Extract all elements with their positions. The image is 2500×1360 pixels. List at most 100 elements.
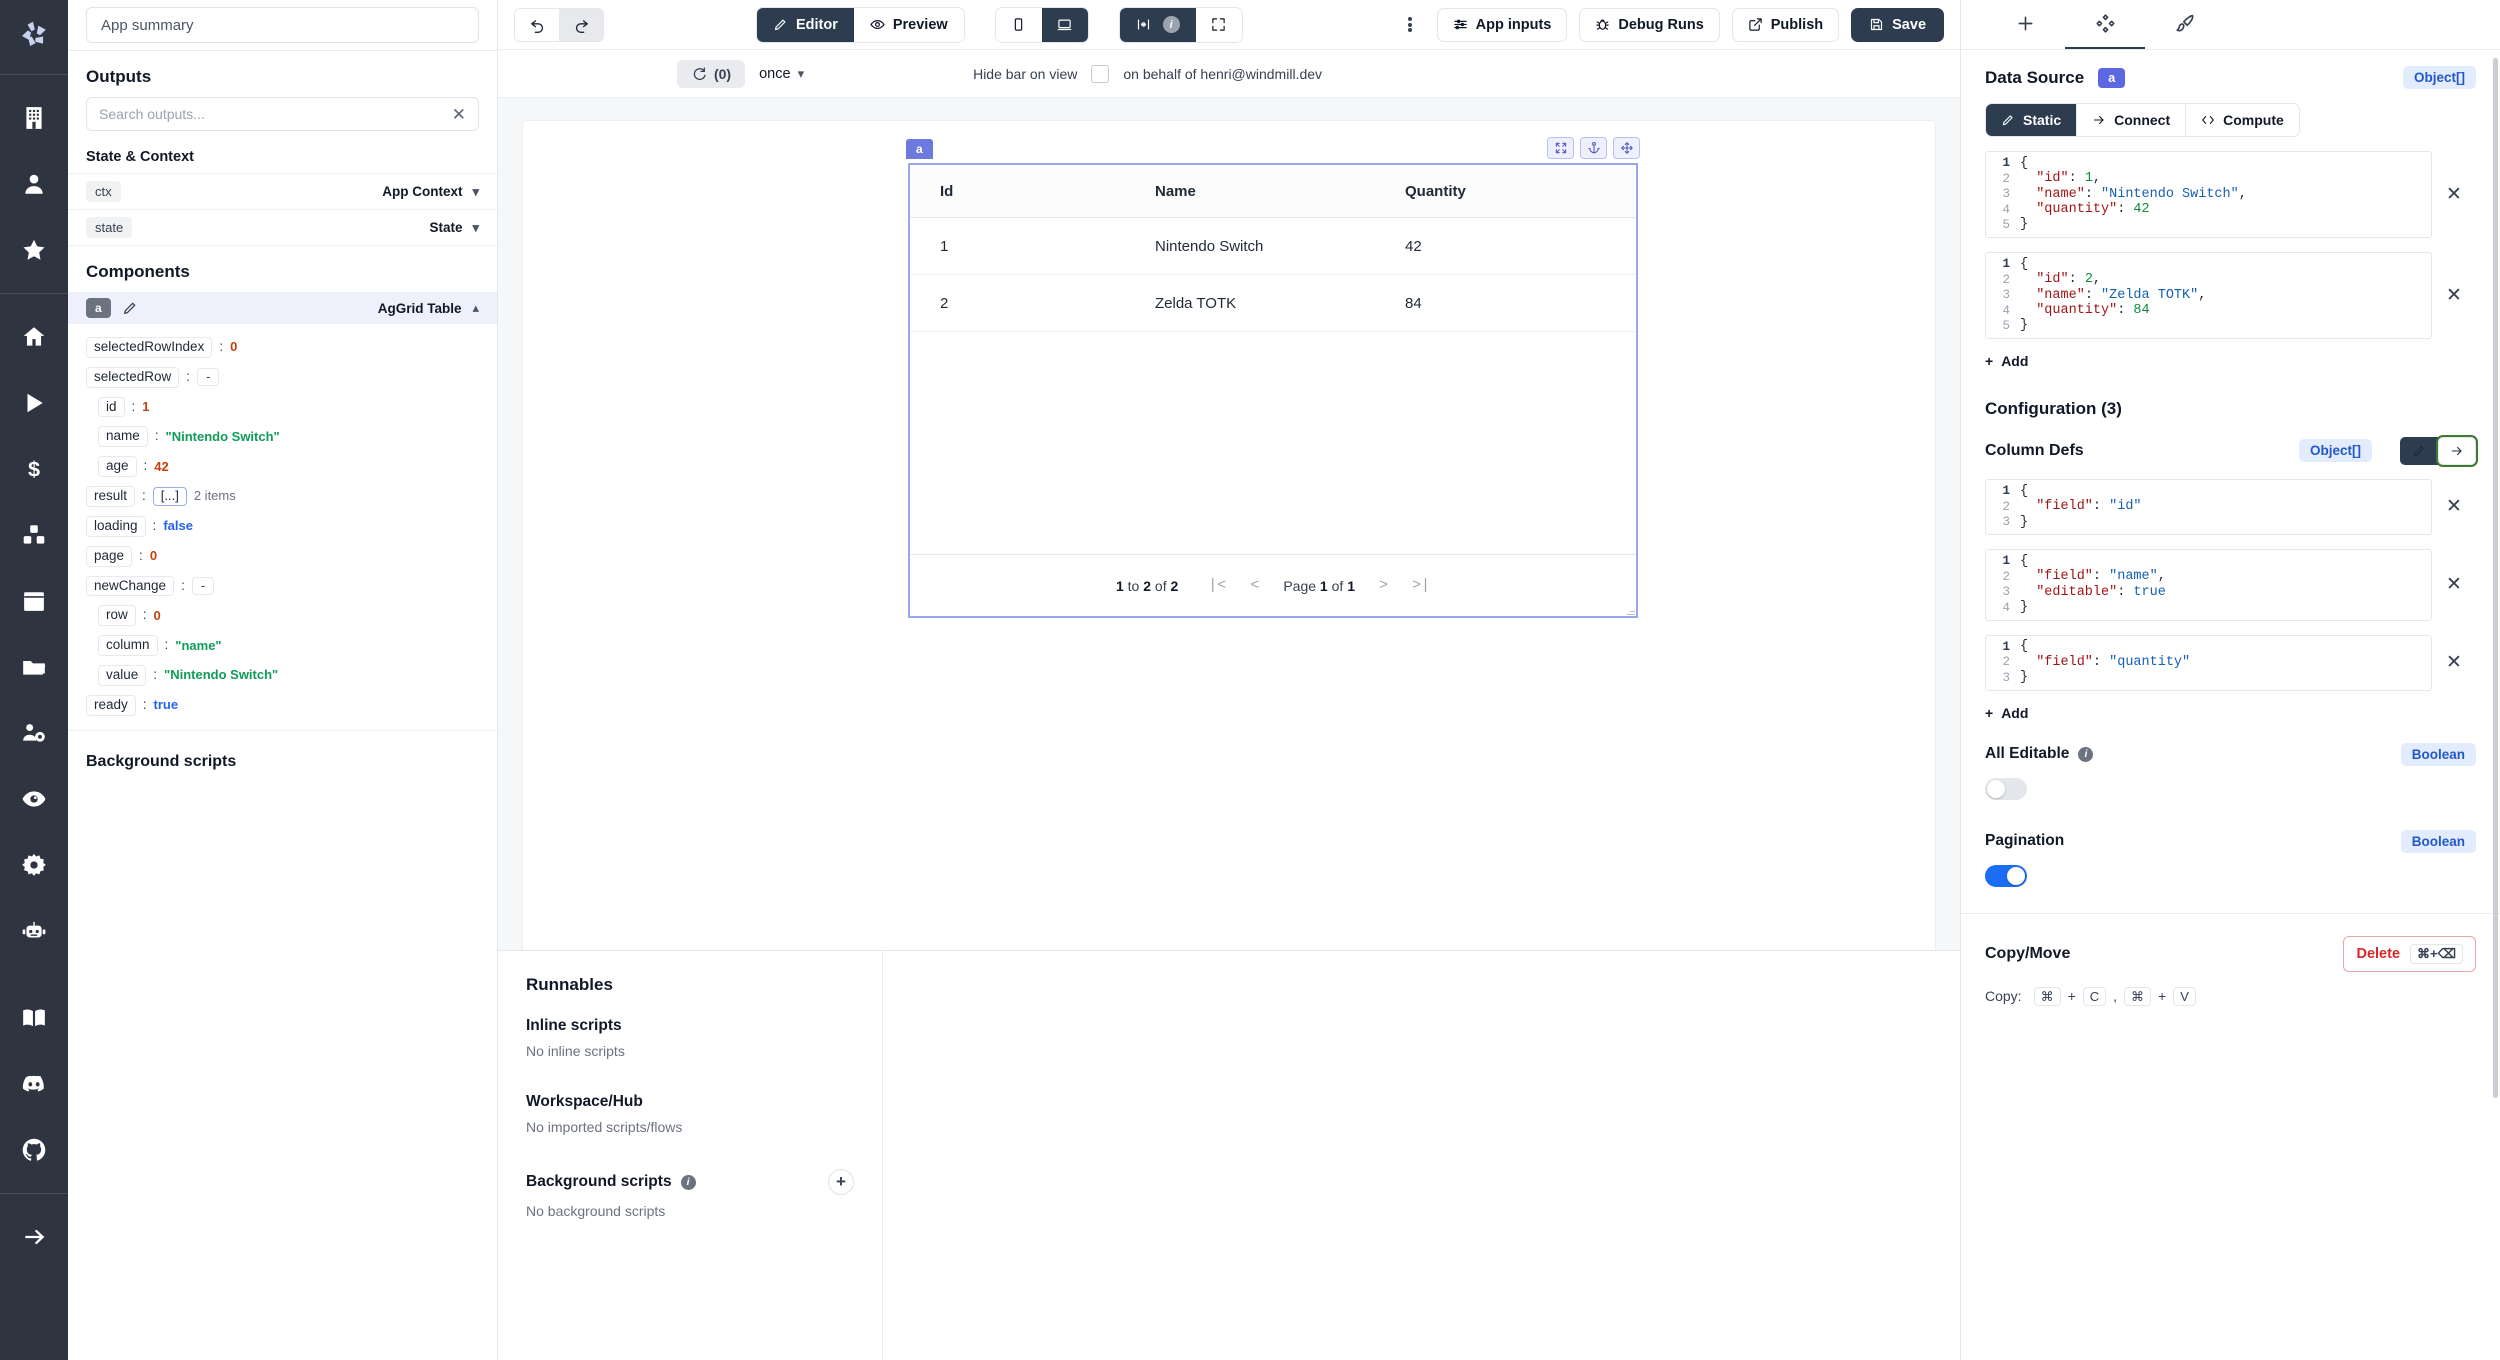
- close-icon[interactable]: ✕: [2446, 574, 2462, 596]
- cell-name[interactable]: Nintendo Switch: [1155, 237, 1264, 255]
- column-defs-editor[interactable]: 1{2 "field": "id" 3}: [1985, 478, 2432, 536]
- output-row-newChange[interactable]: newChange: -: [68, 571, 497, 601]
- delete-button[interactable]: Delete ⌘+⌫: [2343, 935, 2476, 972]
- star-icon[interactable]: [10, 226, 58, 274]
- close-icon[interactable]: ✕: [451, 104, 466, 124]
- cell-id[interactable]: 1: [940, 237, 949, 255]
- mode-connect[interactable]: Connect: [2077, 104, 2187, 136]
- column-header-quantity[interactable]: Quantity: [1405, 182, 1466, 200]
- output-row-row[interactable]: row:0: [68, 601, 497, 631]
- aggrid-table[interactable]: Id Name Quantity 1 Nintendo Switch 42 2 …: [910, 165, 1636, 616]
- undo-icon[interactable]: [515, 8, 559, 41]
- play-icon[interactable]: [10, 379, 58, 427]
- user-icon[interactable]: [10, 160, 58, 208]
- column-header-id[interactable]: Id: [940, 182, 954, 200]
- output-row-value[interactable]: value: "Nintendo Switch": [68, 661, 497, 691]
- table-row[interactable]: 2 Zelda TOTK 84: [910, 275, 1636, 332]
- gear-icon[interactable]: [10, 841, 58, 889]
- kebab-icon[interactable]: [1395, 9, 1425, 41]
- building-icon[interactable]: [10, 94, 58, 142]
- output-row-ready[interactable]: ready: true: [68, 691, 497, 721]
- tab-preview[interactable]: Preview: [853, 7, 964, 42]
- column-defs-edit-button[interactable]: [2400, 436, 2438, 465]
- save-button[interactable]: Save: [1851, 7, 1945, 42]
- expand-handle[interactable]: [1547, 137, 1574, 159]
- output-row-page[interactable]: page:0: [68, 541, 497, 571]
- mode-compute[interactable]: Compute: [2186, 104, 2299, 136]
- output-row-name[interactable]: name: "Nintendo Switch": [68, 422, 497, 452]
- data-source-add-button[interactable]: + Add: [1985, 353, 2476, 369]
- publish-button[interactable]: Publish: [1731, 7, 1840, 42]
- tab-add-component[interactable]: [1985, 0, 2065, 49]
- fullscreen-icon[interactable]: [1195, 7, 1242, 42]
- debug-runs-button[interactable]: Debug Runs: [1579, 7, 1720, 42]
- chevron-down-icon[interactable]: ▾: [472, 219, 479, 235]
- github-icon[interactable]: [10, 1126, 58, 1174]
- chevron-up-icon[interactable]: ▴: [472, 300, 479, 316]
- column-defs-connect-button[interactable]: [2436, 434, 2478, 467]
- aggrid-component[interactable]: a Id: [906, 137, 1640, 618]
- frequency-select[interactable]: once ▾: [759, 66, 804, 82]
- pagination-type[interactable]: Boolean: [2400, 829, 2476, 853]
- cubes-icon[interactable]: [10, 511, 58, 559]
- column-header-name[interactable]: Name: [1155, 182, 1196, 200]
- cell-id[interactable]: 2: [940, 294, 949, 312]
- folder-icon[interactable]: [10, 643, 58, 691]
- all-editable-type[interactable]: Boolean: [2400, 742, 2476, 766]
- tab-editor[interactable]: Editor: [756, 7, 854, 42]
- column-defs-type[interactable]: Object[]: [2298, 439, 2372, 463]
- pencil-icon[interactable]: [122, 300, 138, 316]
- output-row-id[interactable]: id:1: [68, 392, 497, 422]
- state-row-state[interactable]: state State ▾: [68, 209, 497, 245]
- data-source-type[interactable]: Object[]: [2402, 66, 2476, 89]
- move-handle[interactable]: [1613, 137, 1640, 159]
- all-editable-toggle[interactable]: [1985, 777, 2027, 800]
- robot-icon[interactable]: [10, 907, 58, 955]
- output-row-age[interactable]: age:42: [68, 452, 497, 482]
- first-page-icon[interactable]: |<: [1208, 577, 1227, 594]
- output-row-selectedRowIndex[interactable]: selectedRowIndex:0: [68, 332, 497, 362]
- app-inputs-button[interactable]: App inputs: [1436, 7, 1568, 42]
- eye-icon[interactable]: [10, 775, 58, 823]
- output-row-loading[interactable]: loading: false: [68, 511, 497, 541]
- data-source-editor[interactable]: 1{2 "id": 2, 3 "name": "Zelda TOTK", 4 "qu…: [1985, 251, 2432, 339]
- width-info[interactable]: i: [1119, 7, 1196, 42]
- refresh-button[interactable]: (0): [676, 59, 746, 88]
- data-source-editor[interactable]: 1{2 "id": 1, 3 "name": "Nintendo Switch",…: [1985, 151, 2432, 238]
- cell-quantity[interactable]: 84: [1405, 294, 1422, 312]
- redo-icon[interactable]: [559, 8, 603, 41]
- right-panel-scrollbar[interactable]: [2493, 58, 2498, 1098]
- arrow-right-icon[interactable]: [10, 1213, 58, 1261]
- tab-component-style[interactable]: [2145, 0, 2225, 49]
- book-icon[interactable]: [10, 994, 58, 1042]
- home-icon[interactable]: [10, 313, 58, 361]
- calendar-icon[interactable]: [10, 577, 58, 625]
- dollar-icon[interactable]: $: [10, 445, 58, 493]
- info-icon[interactable]: i: [1162, 16, 1180, 33]
- output-row-result[interactable]: result: [...] 2 items: [68, 482, 497, 512]
- prev-page-icon[interactable]: <: [1250, 577, 1260, 594]
- info-icon[interactable]: i: [680, 1174, 696, 1190]
- state-row-ctx[interactable]: ctx App Context ▾: [68, 173, 497, 209]
- tab-component-settings[interactable]: [2065, 0, 2145, 49]
- cell-name[interactable]: Zelda TOTK: [1155, 294, 1237, 312]
- discord-icon[interactable]: [10, 1060, 58, 1108]
- close-icon[interactable]: ✕: [2446, 183, 2462, 205]
- component-row-a[interactable]: a AgGrid Table ▴: [68, 292, 497, 325]
- mode-static[interactable]: Static: [1986, 104, 2078, 136]
- column-defs-editor[interactable]: 1{2 "field": "quantity" 3}: [1985, 634, 2432, 691]
- cell-quantity[interactable]: 42: [1405, 237, 1422, 255]
- search-outputs-input[interactable]: Search outputs... ✕: [86, 97, 479, 131]
- mobile-icon[interactable]: [995, 7, 1042, 42]
- output-row-selectedRow[interactable]: selectedRow: -: [68, 362, 497, 392]
- hide-bar-checkbox[interactable]: [1091, 64, 1110, 83]
- next-page-icon[interactable]: >: [1378, 577, 1388, 594]
- close-icon[interactable]: ✕: [2446, 652, 2462, 674]
- info-icon[interactable]: i: [2078, 746, 2094, 762]
- column-defs-add-button[interactable]: + Add: [1985, 705, 2476, 721]
- column-defs-editor[interactable]: 1{2 "field": "name", 3 "editable": true 4}: [1985, 549, 2432, 621]
- app-summary-input[interactable]: App summary: [86, 7, 479, 43]
- close-icon[interactable]: ✕: [2446, 496, 2462, 518]
- anchor-handle[interactable]: [1580, 137, 1607, 159]
- table-row[interactable]: 1 Nintendo Switch 42: [910, 218, 1636, 275]
